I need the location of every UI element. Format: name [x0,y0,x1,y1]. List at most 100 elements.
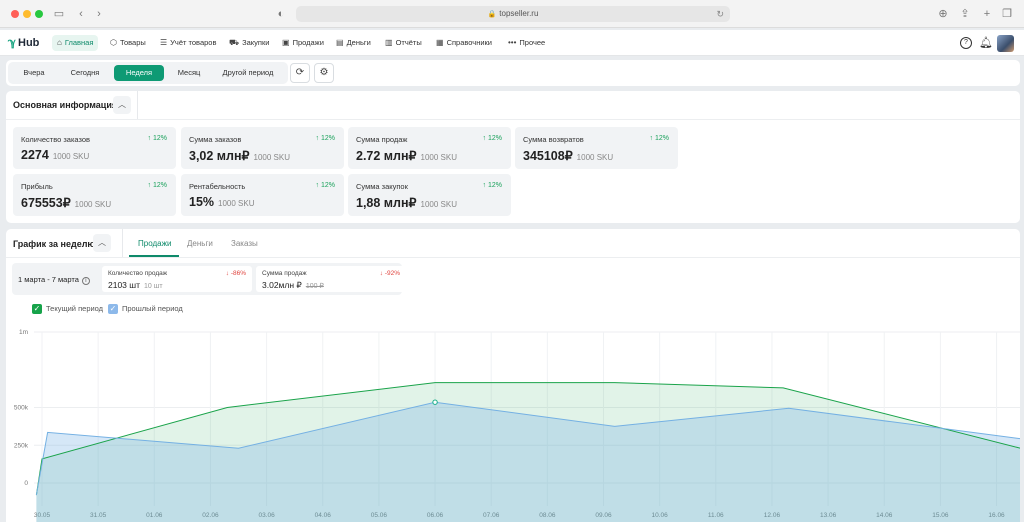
divider [6,257,1020,258]
metric-sku: 1000 SKU [52,152,90,161]
stat-delta: ↓ -86% [225,270,246,277]
reload-icon[interactable]: ↻ [716,9,724,19]
cart-icon: ⛟ [229,38,240,47]
legend-previous[interactable]: ✓ Прошлый период [108,304,183,315]
divider [6,119,1020,120]
forward-icon[interactable]: › [97,8,101,20]
metric-card[interactable]: Рентабельность ↑ 12% 15% 1000 SKU [181,174,344,216]
nav-item-home[interactable]: ⌂ Главная [52,35,99,51]
nav-item-sales[interactable]: ▣ Продажи [282,36,324,50]
checkbox-checked-icon[interactable]: ✓ [108,304,118,315]
nav-item-other[interactable]: ••• Прочее [508,36,545,50]
metric-value-text: 15% [189,195,215,209]
metric-delta: ↑ 12% [147,135,167,142]
maximize-window-icon[interactable] [35,10,43,18]
period-week-button[interactable]: Неделя [114,65,164,81]
metric-delta: ↑ 12% [147,182,167,189]
metric-value-text: 675553₽ [21,196,71,210]
nav-item-label: Продажи [292,38,324,47]
period-selector: Вчера Сегодня Неделя Месяц Другой период [8,62,288,84]
metric-label: Сумма возвратов [523,135,584,144]
metric-sku: 1000 SKU [74,200,112,209]
bag-icon: ▣ [282,38,290,47]
period-today-button[interactable]: Сегодня [70,68,100,77]
more-icon: ••• [508,38,517,47]
app-navigation: ℽ Hub ⌂ Главная ⬡ Товары ☰ Учёт товаров ⛟ Зак… [0,30,1024,56]
tabs-overview-icon[interactable]: ❐ [1002,8,1012,20]
metric-delta-value: 12% [152,135,167,142]
metric-value-text: 3,02 млн₽ [189,149,250,163]
divider [137,91,138,119]
minimize-window-icon[interactable] [23,10,31,18]
metric-value-text: 1,88 млн₽ [356,196,417,210]
settings-icon[interactable]: ⚙ [314,63,334,83]
browser-toolbar: ▭ ‹ › ◐ 🔒 topseller.ru ↻ ⊕ ⇪ + ❐ [0,0,1024,28]
series-current-line[interactable] [35,382,1020,496]
metric-label: Количество заказов [21,135,91,144]
bell-icon[interactable]: 🔔︎ [979,37,993,49]
sidebar-toggle-icon[interactable]: ▭ [53,8,65,20]
report-icon: ▥ [385,38,393,47]
tab-money[interactable]: Деньги [187,239,213,248]
metric-sku: 1000 SKU [420,153,457,162]
metric-label: Прибыль [21,182,53,191]
metric-card[interactable]: Прибыль ↑ 12% 675553₽ 1000 SKU [13,174,176,216]
list-icon: ☰ [160,38,168,47]
metric-value: 1,88 млн₽ 1000 SKU [356,195,457,210]
chevron-up-icon[interactable]: ︿ [113,96,131,114]
logo[interactable]: ℽ Hub [8,36,39,49]
stat-value-text: 2103 шт [108,280,140,290]
date-range[interactable]: 1 марта - 7 марта i [18,275,90,285]
x-tick-label: 31.05 [90,512,107,519]
back-icon[interactable]: ‹ [79,8,83,20]
metric-card[interactable]: Сумма заказов ↑ 12% 3,02 млн₽ 1000 SKU [181,127,344,169]
x-tick-label: 15.06 [932,512,949,519]
metric-card[interactable]: Количество заказов ↑ 12% 2274 1000 SKU [13,127,176,169]
nav-item-label: Товары [119,38,146,47]
new-tab-icon[interactable]: + [983,8,991,20]
legend-current[interactable]: ✓ Текущий период [32,304,103,315]
period-summary: 1 марта - 7 марта i Количество продаж ↓ -… [12,263,406,295]
x-tick-label: 03.06 [258,512,275,519]
chevron-up-icon[interactable]: ︿ [93,234,111,252]
sales-area-chart[interactable]: 1m 500k 250k 0 30.05 31.05 01.06 02.06 03.06 04.0… [6,321,1020,522]
stat-label: Сумма продаж [262,270,307,277]
metric-delta-value: 12% [320,182,335,189]
download-icon[interactable]: ⊕ [938,8,948,20]
privacy-shield-icon[interactable]: ◐ [277,8,285,20]
nav-item-purchases[interactable]: ⛟ Закупки [229,36,269,50]
series-previous-line[interactable] [35,401,1020,496]
share-icon[interactable]: ⇪ [960,8,970,20]
highlight-point[interactable] [432,399,438,405]
checkbox-checked-icon[interactable]: ✓ [32,304,42,315]
metric-card[interactable]: Сумма возвратов ↑ 12% 345108₽ 1000 SKU [515,127,678,169]
tab-sales[interactable]: Продажи [138,239,172,248]
period-month-button[interactable]: Месяц [177,68,201,77]
tab-orders[interactable]: Заказы [231,239,258,248]
nav-item-money[interactable]: ▤ Деньги [336,36,371,50]
metric-delta-value: 12% [487,182,502,189]
metric-card[interactable]: Сумма закупок ↑ 12% 1,88 млн₽ 1000 SKU [348,174,511,216]
sales-count-box: Количество продаж ↓ -86% 2103 шт 10 шт [102,266,252,292]
period-custom-button[interactable]: Другой период [222,68,274,77]
nav-item-products[interactable]: ⬡ Товары [110,36,146,50]
address-bar[interactable]: 🔒 topseller.ru ↻ [296,6,730,22]
stat-delta-value: -86% [230,270,246,277]
close-window-icon[interactable] [11,10,19,18]
metric-value-text: 2274 [21,148,49,162]
period-yesterday-button[interactable]: Вчера [23,68,45,77]
nav-item-reports[interactable]: ▥ Отчёты [385,36,422,50]
nav-item-inventory[interactable]: ☰ Учёт товаров [160,36,216,50]
refresh-icon[interactable]: ⟳ [290,63,310,83]
nav-item-label: Закупки [242,38,270,47]
metric-sku: 1000 SKU [420,200,457,209]
help-icon[interactable]: ? [960,37,972,49]
avatar[interactable] [997,35,1014,52]
stat-delta-value: -92% [384,270,400,277]
nav-item-directories[interactable]: ▦ Справочники [436,36,492,50]
x-tick-label: 08.06 [539,512,556,519]
metric-value-text: 2.72 млн₽ [356,149,417,163]
info-icon[interactable]: i [81,277,90,285]
metric-card[interactable]: Сумма продаж ↑ 12% 2.72 млн₽ 1000 SKU [348,127,511,169]
nav-item-label: Деньги [346,38,371,47]
